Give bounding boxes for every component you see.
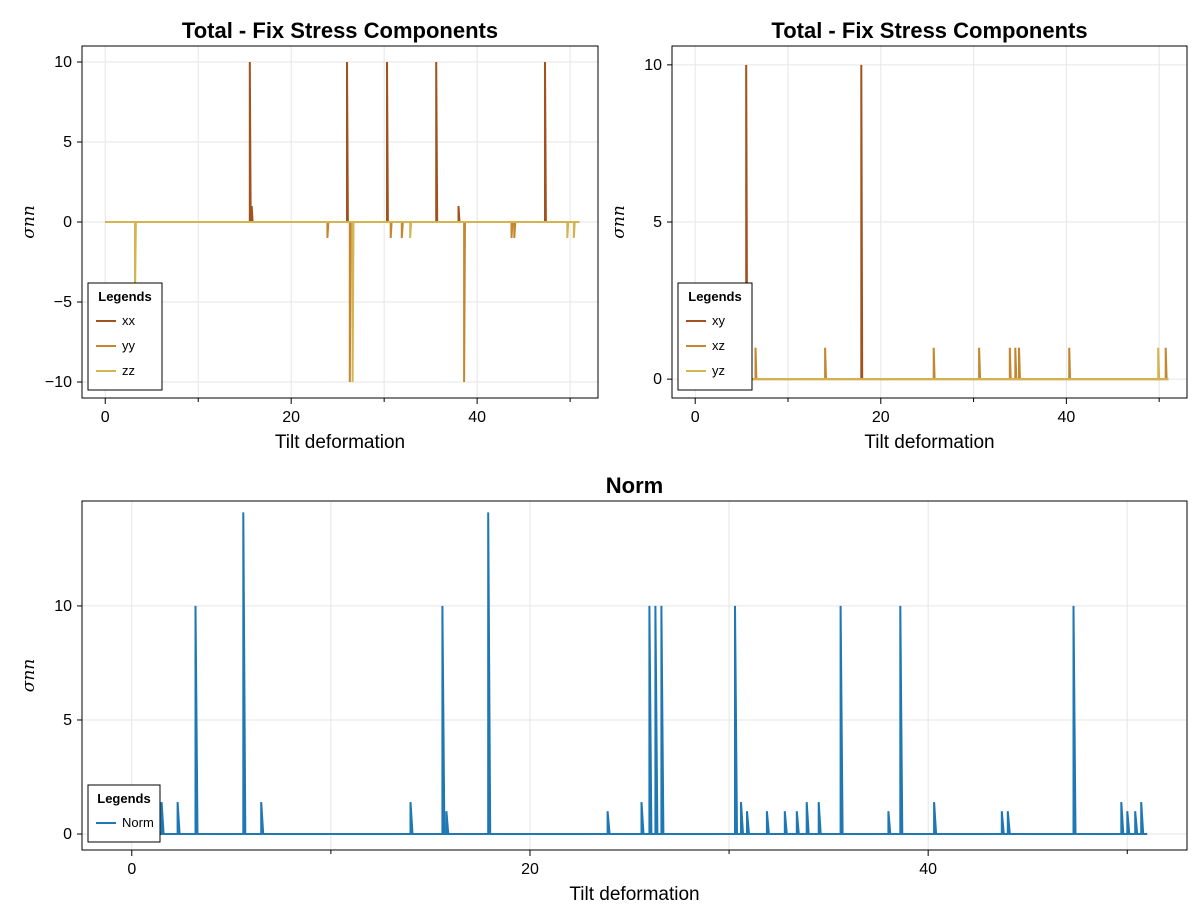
y-tick-label: 5 [63, 712, 72, 729]
panel-1: 0 20 40 −10 −5 0 5 10 Total - Fix Stress Compone… [19, 18, 599, 453]
x-tick-label: 40 [1057, 409, 1075, 426]
series-xz [747, 347, 1169, 381]
legend: Legends xy xz yz [677, 282, 753, 391]
x-axis-label: Tilt deformation [569, 884, 699, 905]
chart-title: Norm [606, 473, 663, 498]
x-tick-label: 20 [282, 409, 300, 426]
legend-entry-xy: xy [712, 313, 726, 328]
y-tick-label: −10 [45, 374, 72, 391]
x-tick-label: 40 [919, 861, 937, 878]
x-tick-label: 20 [521, 861, 539, 878]
x-tick-label: 0 [691, 409, 700, 426]
series-Norm [131, 512, 1148, 835]
x-axis-label: Tilt deformation [275, 432, 405, 453]
y-tick-label: 5 [63, 134, 72, 151]
legend-entry-yz: yz [712, 363, 725, 378]
series-yz [747, 347, 1169, 381]
y-tick-label: 5 [653, 214, 662, 231]
legend-entry-zz: zz [122, 363, 135, 378]
legend-box [677, 282, 753, 391]
plot-frame [81, 500, 1188, 851]
panel-2: 0 20 40 0 5 10 Total - Fix Stress Components Ti… [609, 18, 1188, 453]
legend-entry-xz: xz [712, 338, 725, 353]
y-tick-label: 10 [54, 54, 72, 71]
y-tick-label: 0 [653, 371, 662, 388]
legend-title: Legends [98, 289, 151, 304]
x-tick-label: 40 [468, 409, 486, 426]
y-tick-label: 10 [644, 57, 662, 74]
panel-3: 0 20 40 0 5 10 Norm Tilt deformation σnn Legends N… [19, 473, 1188, 905]
y-axis-label: σnn [609, 205, 629, 239]
y-tick-label: 0 [63, 826, 72, 843]
legend-box [87, 784, 161, 843]
y-tick-label: 0 [63, 214, 72, 231]
y-axis-label: σnn [19, 659, 39, 693]
x-axis-label: Tilt deformation [864, 432, 994, 453]
series-zz [105, 221, 580, 383]
legend: Legends Norm [87, 784, 161, 843]
y-tick-label: −5 [54, 294, 72, 311]
y-tick-label: 10 [54, 598, 72, 615]
x-tick-label: 20 [872, 409, 890, 426]
legend-entry-Norm: Norm [122, 815, 154, 830]
legend-entry-xx: xx [122, 313, 136, 328]
chart-title: Total - Fix Stress Components [771, 18, 1087, 43]
legend-title: Legends [97, 791, 150, 806]
legend-title: Legends [688, 289, 741, 304]
y-axis-label: σnn [19, 205, 39, 239]
x-tick-label: 0 [127, 861, 136, 878]
legend-box [87, 282, 163, 391]
chart-title: Total - Fix Stress Components [182, 18, 498, 43]
legend: Legends xx yy zz [87, 282, 163, 391]
x-tick-label: 0 [101, 409, 110, 426]
legend-entry-yy: yy [122, 338, 136, 353]
